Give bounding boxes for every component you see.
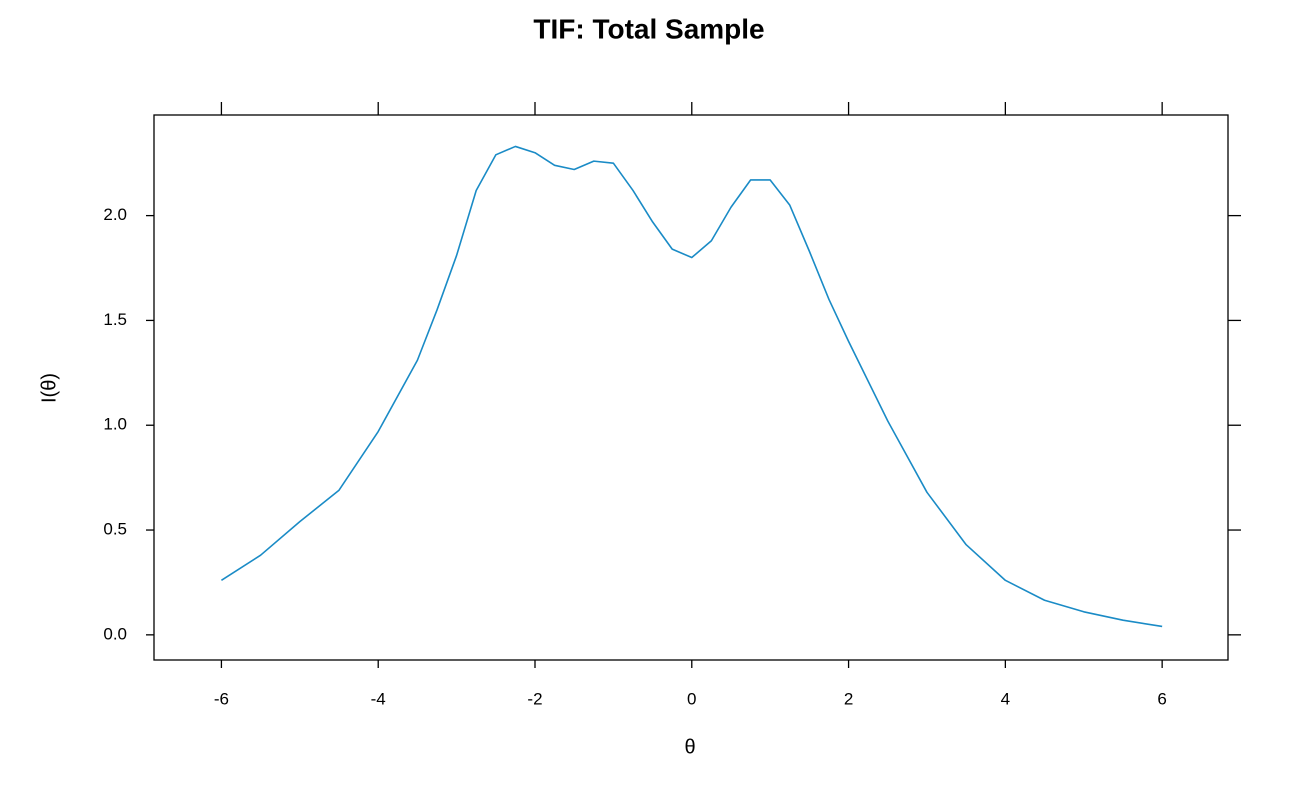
x-axis-label: θ (684, 736, 695, 758)
plot-frame (153, 114, 1229, 661)
x-tick-label: -4 (371, 689, 386, 708)
x-tick-label: -6 (214, 689, 229, 708)
y-tick-label: 1.5 (103, 310, 127, 329)
y-tick-label: 0.5 (103, 520, 127, 539)
x-tick-label: 2 (844, 689, 853, 708)
y-tick-label: 2.0 (103, 205, 127, 224)
x-tick-label: 0 (687, 689, 696, 708)
y-tick-label: 0.0 (103, 624, 127, 643)
x-tick-label: 4 (1001, 689, 1010, 708)
data-line (220, 145, 1163, 628)
x-tick-label: 6 (1157, 689, 1166, 708)
x-tick-label: -2 (527, 689, 542, 708)
y-tick-label: 1.0 (103, 415, 127, 434)
y-axis-label: I(θ) (38, 373, 60, 403)
chart-title: TIF: Total Sample (533, 13, 764, 44)
